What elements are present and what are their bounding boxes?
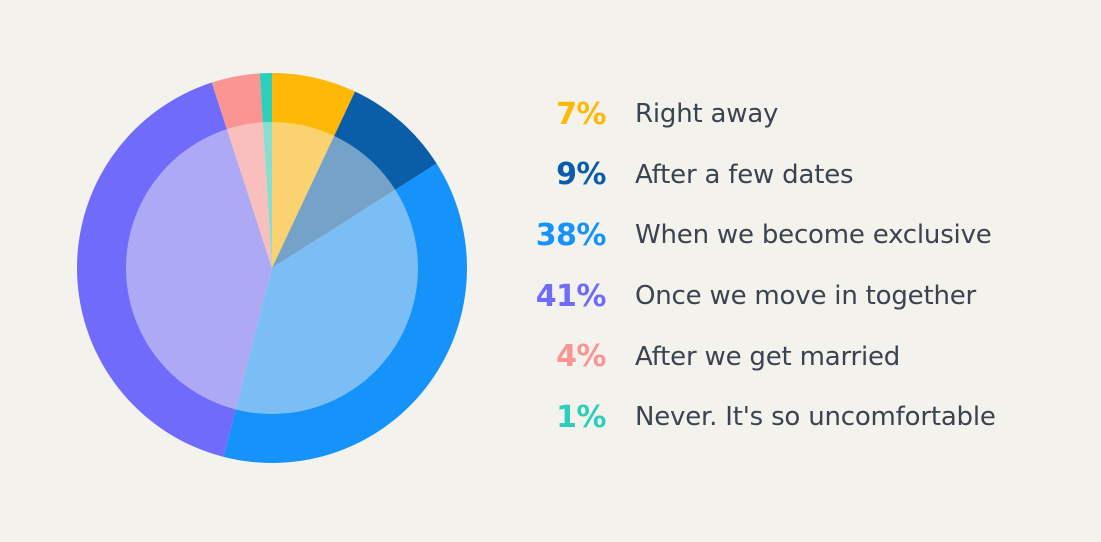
legend-percent: 38% xyxy=(535,217,607,253)
legend-row: 4% After we get married xyxy=(530,326,996,387)
pie-slice-once-we-move-in-together xyxy=(77,82,272,457)
legend-label: Right away xyxy=(635,99,779,130)
pie-chart xyxy=(77,73,467,463)
legend: 7% Right away 9% After a few dates 38% W… xyxy=(530,84,996,448)
legend-label: Never. It's so uncomfortable xyxy=(635,402,996,433)
pie-slice-after-a-few-dates xyxy=(272,91,437,268)
legend-percent: 41% xyxy=(535,278,607,314)
pie-slice-right-away xyxy=(272,73,356,268)
pie-slice-after-we-get-married xyxy=(211,73,272,268)
pie-slice-never-it-s-so-uncomfortable xyxy=(259,73,272,268)
legend-label: When we become exclusive xyxy=(635,220,992,251)
legend-percent: 9% xyxy=(556,157,606,193)
legend-row: 41% Once we move in together xyxy=(530,266,996,327)
pie-inner-highlight xyxy=(126,122,418,414)
legend-row: 7% Right away xyxy=(530,84,996,145)
legend-label: After we get married xyxy=(635,341,901,372)
legend-label: After a few dates xyxy=(635,159,854,190)
legend-row: 9% After a few dates xyxy=(530,145,996,206)
legend-row: 38% When we become exclusive xyxy=(530,205,996,266)
legend-percent: 7% xyxy=(556,96,606,132)
legend-percent: 1% xyxy=(556,399,606,435)
legend-percent: 4% xyxy=(556,339,606,375)
pie-slice-when-we-become-exclusive xyxy=(223,163,467,463)
legend-row: 1% Never. It's so uncomfortable xyxy=(530,387,996,448)
legend-label: Once we move in together xyxy=(635,281,977,312)
